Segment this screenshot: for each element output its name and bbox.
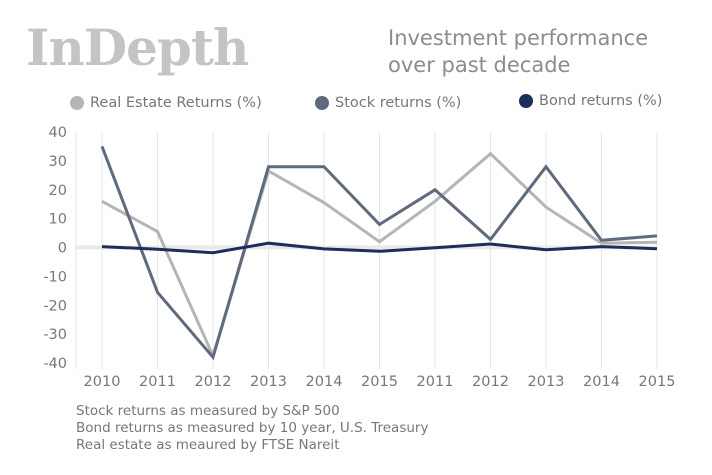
y-tick-label: 20 <box>49 183 67 199</box>
y-tick-label: -40 <box>43 356 67 372</box>
chart-notes: Stock returns as measured by S&P 500 Bon… <box>76 403 428 454</box>
y-tick-label: 0 <box>58 241 67 257</box>
chart-title: Investment performance over past decade <box>388 25 648 79</box>
legend-marker-real-estate <box>70 96 84 110</box>
chart-title-line-2: over past decade <box>388 53 571 77</box>
note-bond: Bond returns as measured by 10 year, U.S… <box>76 420 429 436</box>
series-line-bond-returns <box>101 241 658 255</box>
x-tick-label: 2015 <box>639 374 676 390</box>
y-tick-label: 40 <box>49 125 67 141</box>
x-tick-label: 2013 <box>250 374 287 390</box>
x-tick-label: 2013 <box>528 374 565 390</box>
x-tick-label: 2010 <box>84 374 121 390</box>
note-stock: Stock returns as measured by S&P 500 <box>76 403 340 419</box>
x-tick-label: 2011 <box>139 374 176 390</box>
legend-item-real-estate: Real Estate Returns (%) <box>70 95 262 111</box>
x-tick-label: 2014 <box>306 374 343 390</box>
x-tick-label: 2015 <box>361 374 398 390</box>
chart-title-line-1: Investment performance <box>388 26 649 50</box>
y-tick-label: -20 <box>43 298 67 314</box>
x-tick-label: 2012 <box>472 374 509 390</box>
legend-marker-stock <box>315 96 329 110</box>
series-line-stock-returns <box>100 145 658 361</box>
legend-label-bond: Bond returns (%) <box>539 93 663 109</box>
x-tick-label: 2014 <box>583 374 620 390</box>
x-tick-label: 2011 <box>417 374 454 390</box>
note-real-estate: Real estate as meaured by FTSE Nareit <box>76 437 340 453</box>
y-tick-label: -30 <box>43 327 67 343</box>
x-tick-label: 2012 <box>195 374 232 390</box>
legend-item-stock: Stock returns (%) <box>315 95 461 111</box>
legend-label-real-estate: Real Estate Returns (%) <box>90 95 262 111</box>
legend-label-stock: Stock returns (%) <box>335 95 462 111</box>
y-tick-label: 10 <box>49 212 67 228</box>
series-line-real-estate-returns <box>101 151 658 361</box>
chart-legend: Real Estate Returns (%) Stock returns (%… <box>0 93 712 119</box>
y-tick-label: -10 <box>43 269 67 285</box>
legend-item-bond: Bond returns (%) <box>519 93 662 109</box>
legend-marker-bond <box>519 94 533 108</box>
brand-logo: InDepth <box>26 18 249 77</box>
y-tick-label: 30 <box>49 154 67 170</box>
